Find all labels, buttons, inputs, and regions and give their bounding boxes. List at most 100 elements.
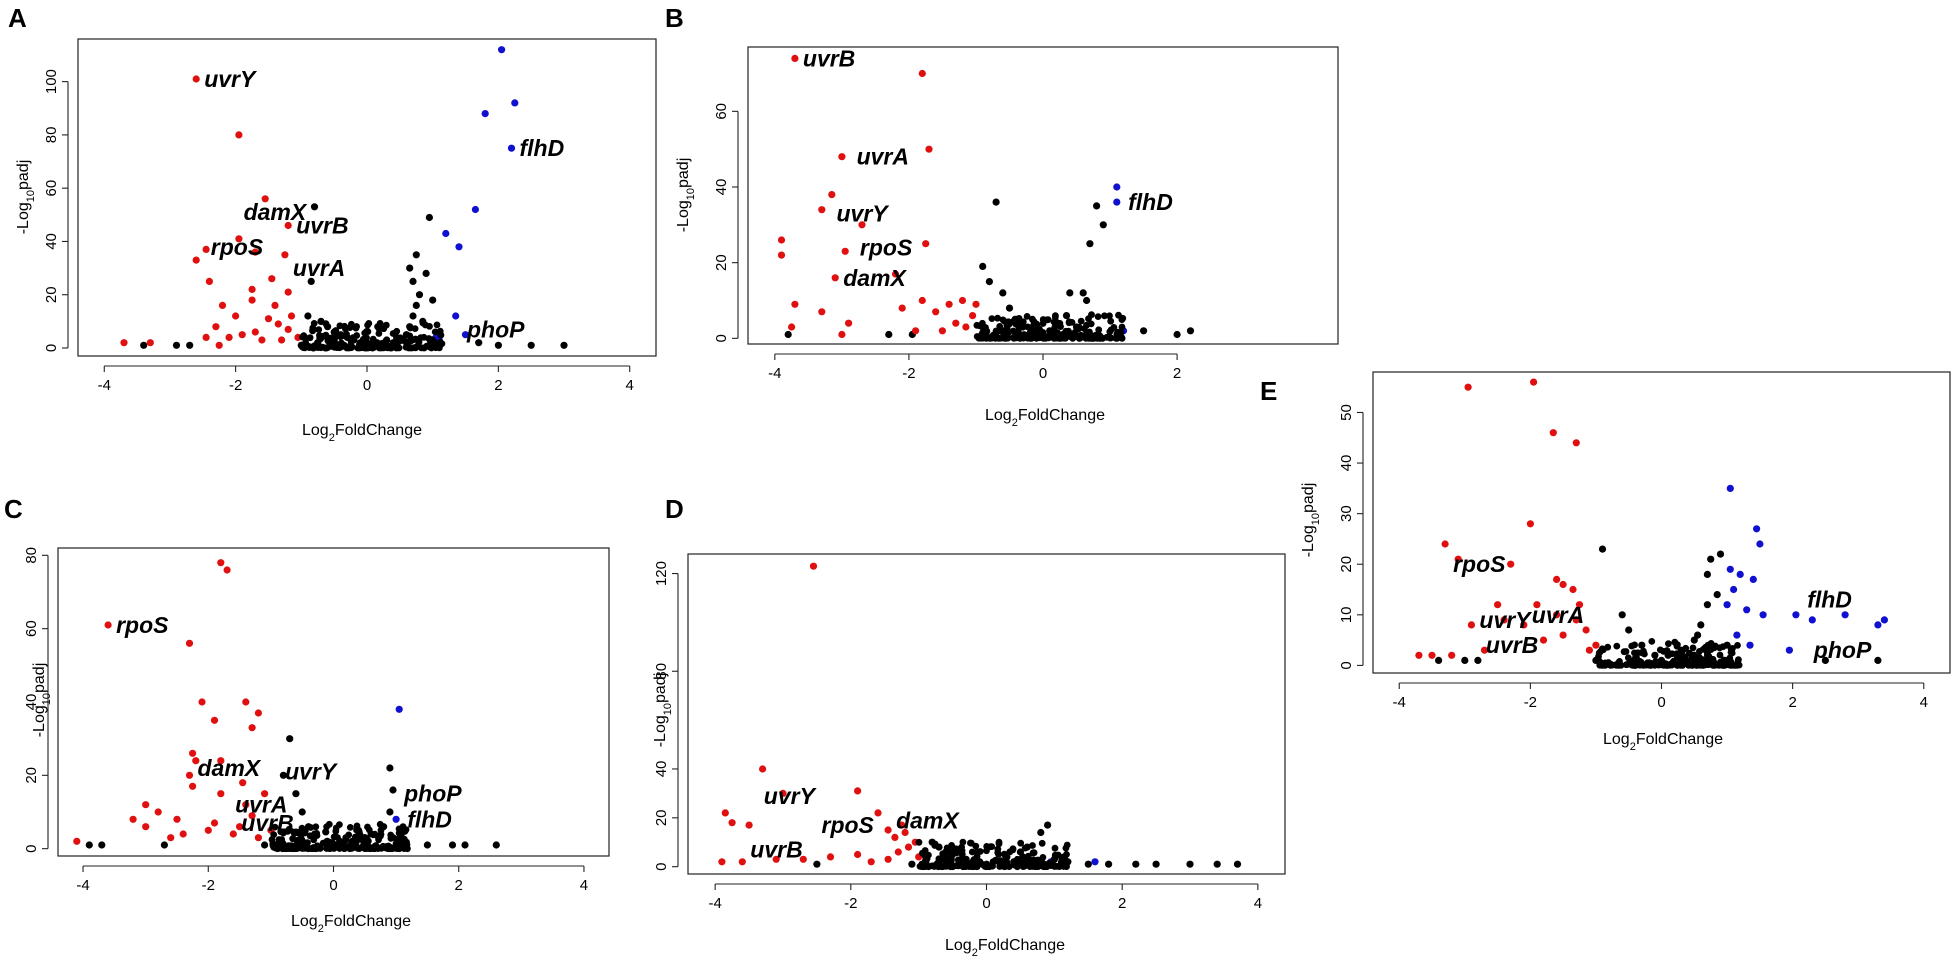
down-point xyxy=(235,131,243,139)
ns-point xyxy=(1080,325,1088,332)
ns-point xyxy=(1017,839,1025,847)
ns-point xyxy=(996,862,1004,870)
up-point xyxy=(1091,858,1099,866)
ns-point xyxy=(140,341,148,349)
down-point xyxy=(212,323,220,331)
plot-frame xyxy=(57,547,610,857)
down-point xyxy=(799,855,807,863)
ns-point xyxy=(343,330,350,338)
ns-point xyxy=(386,764,394,772)
ns-point xyxy=(306,334,314,342)
ns-point xyxy=(1689,644,1697,652)
gene-label: uvrA xyxy=(857,144,909,170)
ns-point xyxy=(404,845,411,853)
ns-point xyxy=(982,863,990,871)
ns-point xyxy=(973,853,981,860)
down-point xyxy=(205,277,213,285)
ns-point xyxy=(386,342,394,350)
ns-point xyxy=(1086,240,1094,248)
ns-point xyxy=(1716,651,1724,659)
up-point xyxy=(1874,621,1882,629)
down-point xyxy=(1526,520,1534,528)
ns-point xyxy=(395,829,403,837)
gene-label: uvrA xyxy=(1532,602,1584,628)
ns-point xyxy=(527,341,535,349)
down-point xyxy=(938,327,947,335)
down-point xyxy=(1480,646,1489,654)
up-point xyxy=(1726,565,1734,573)
ns-point xyxy=(186,341,194,349)
x-axis-label: Log2FoldChange xyxy=(985,407,1105,429)
ns-point xyxy=(1435,656,1443,665)
down-point xyxy=(904,843,913,851)
up-point xyxy=(392,815,400,823)
down-point xyxy=(922,240,930,248)
ns-point xyxy=(282,845,290,852)
down-point xyxy=(962,323,970,331)
ns-point xyxy=(386,808,394,816)
y-tick-label: 0 xyxy=(653,862,670,870)
down-point xyxy=(1575,601,1584,609)
up-point xyxy=(452,312,460,320)
up-point xyxy=(1759,611,1767,619)
ns-point xyxy=(973,863,981,871)
down-point xyxy=(918,69,926,78)
ns-point xyxy=(939,862,946,870)
down-point xyxy=(236,823,244,831)
ns-point xyxy=(1110,324,1118,331)
ns-point xyxy=(1620,648,1628,656)
down-point xyxy=(142,823,150,831)
ns-point xyxy=(946,849,954,857)
y-tick-label: 20 xyxy=(653,809,670,826)
ns-point xyxy=(341,322,348,330)
ns-point xyxy=(1045,334,1052,342)
ns-point xyxy=(426,323,433,330)
down-point xyxy=(192,757,200,765)
ns-point xyxy=(1029,849,1037,857)
down-point xyxy=(210,819,219,827)
ns-point xyxy=(1625,626,1633,634)
down-point xyxy=(120,339,128,347)
ns-point xyxy=(337,333,344,340)
ns-point xyxy=(992,334,1000,342)
ns-point xyxy=(277,828,285,836)
ns-point xyxy=(1105,860,1113,868)
down-point xyxy=(788,323,796,331)
ns-point xyxy=(1062,844,1070,852)
ns-point xyxy=(420,333,428,341)
down-point xyxy=(142,801,150,809)
ns-point xyxy=(928,862,936,870)
ns-point xyxy=(406,264,414,272)
gene-label: uvrY xyxy=(204,66,258,92)
ns-point xyxy=(395,344,403,352)
ns-point xyxy=(285,825,293,833)
ns-point xyxy=(1060,853,1067,861)
ns-point xyxy=(939,850,947,858)
ns-point xyxy=(987,843,995,851)
ns-point xyxy=(1696,648,1703,655)
ns-point xyxy=(1051,851,1059,859)
ns-point xyxy=(1066,289,1074,297)
ns-point xyxy=(993,857,1001,865)
ns-point xyxy=(1668,650,1676,658)
ns-point xyxy=(979,328,987,336)
up-point xyxy=(455,243,463,251)
down-point xyxy=(925,145,933,153)
down-point xyxy=(1448,651,1456,659)
gene-label: damX xyxy=(244,199,308,225)
ns-point xyxy=(461,841,469,849)
down-point xyxy=(251,248,259,256)
ns-point xyxy=(412,301,420,309)
ns-point xyxy=(1095,326,1103,334)
x-tick-label: 4 xyxy=(580,877,588,894)
ns-point xyxy=(1065,319,1073,327)
x-tick-label: -4 xyxy=(768,365,781,382)
up-point xyxy=(1880,616,1888,624)
x-axis-label: Log2FoldChange xyxy=(291,913,411,935)
gene-label: flhD xyxy=(1807,587,1852,613)
ns-point xyxy=(300,332,308,340)
ns-point xyxy=(355,344,363,351)
ns-point xyxy=(271,823,279,831)
ns-point xyxy=(364,328,372,335)
panel-d: D-4 -2 0 2 40204080120Log2FoldChange-Log10pa… xyxy=(652,494,1286,959)
